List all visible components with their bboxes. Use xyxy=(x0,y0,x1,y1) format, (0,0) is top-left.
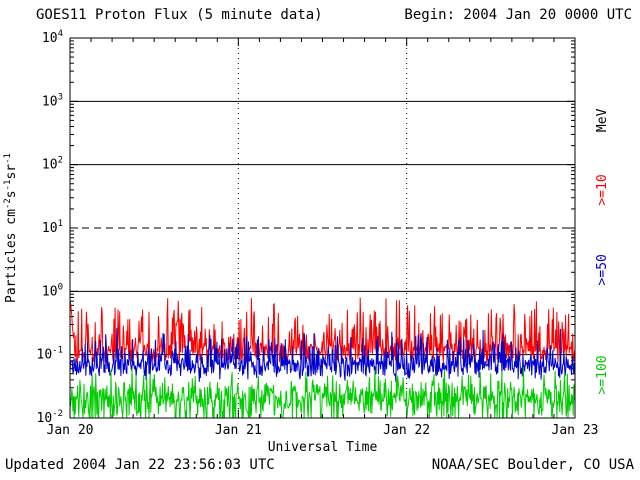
series-line-ge50 xyxy=(69,327,576,383)
x-axis-title: Universal Time xyxy=(268,440,378,455)
y-tick-label: 103 xyxy=(42,92,63,109)
y-tick-label: 10-1 xyxy=(37,346,64,363)
x-tick-label: Jan 22 xyxy=(383,423,430,438)
plot-frame xyxy=(69,37,576,419)
right-axis-label: MeV xyxy=(595,108,610,132)
begin-time-label: Begin: 2004 Jan 20 0000 UTC xyxy=(404,7,632,23)
chart-title: GOES11 Proton Flux (5 minute data) xyxy=(36,7,323,23)
series-line-ge100 xyxy=(69,366,576,419)
y-axis-title: Particles cm-2s-1sr-1 xyxy=(3,153,19,303)
series-line-ge10 xyxy=(69,297,576,364)
y-tick-label: 101 xyxy=(42,219,63,236)
right-axis-label: >=100 xyxy=(595,355,610,394)
right-axis-label: >=10 xyxy=(595,174,610,205)
data-source-label: NOAA/SEC Boulder, CO USA xyxy=(431,457,634,473)
x-tick-label: Jan 20 xyxy=(47,423,94,438)
y-tick-label: 102 xyxy=(42,156,63,173)
x-tick-label: Jan 23 xyxy=(552,423,599,438)
updated-timestamp: Updated 2004 Jan 22 23:56:03 UTC xyxy=(5,457,275,473)
y-tick-label: 100 xyxy=(42,282,63,299)
x-tick-label: Jan 21 xyxy=(215,423,262,438)
right-axis-label: >=50 xyxy=(595,254,610,285)
y-tick-label: 10-2 xyxy=(37,409,64,426)
y-tick-label: 104 xyxy=(42,29,63,46)
